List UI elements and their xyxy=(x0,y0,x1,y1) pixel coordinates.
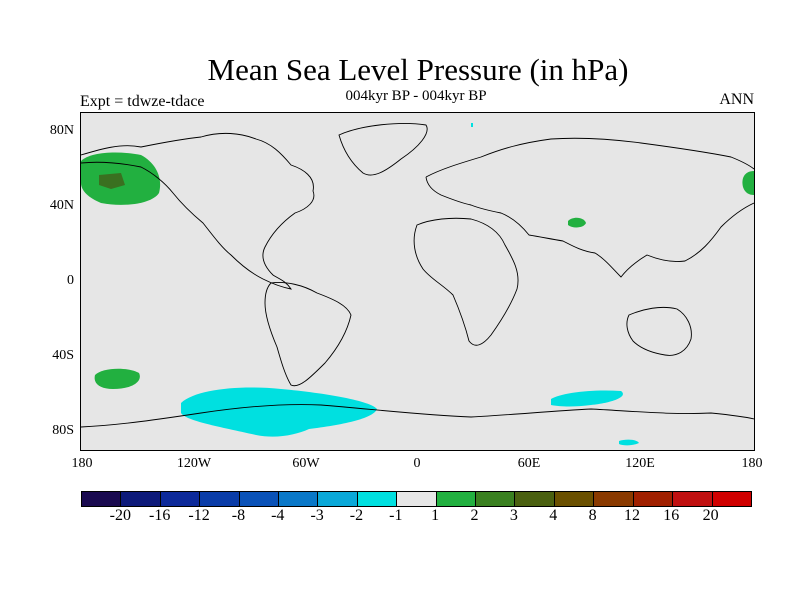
anomaly-south-pacific xyxy=(94,368,140,389)
coast-europe-asia xyxy=(425,137,754,278)
anomaly-patches xyxy=(81,123,754,446)
colorbar-label: 3 xyxy=(509,507,518,524)
coast-north-america xyxy=(81,132,315,290)
lat-tick-40n: 40N xyxy=(49,198,74,213)
colorbar-label: 1 xyxy=(431,507,440,524)
anomaly-southern-ocean-west xyxy=(181,387,377,437)
colorbar-label: 2 xyxy=(470,507,479,524)
colorbar-cell xyxy=(121,492,161,506)
colorbar-label: -1 xyxy=(389,507,403,524)
anomaly-east-siberia xyxy=(742,171,754,195)
colorbar-cell xyxy=(673,492,713,506)
colorbar-cell xyxy=(594,492,634,506)
colorbar-cell xyxy=(239,492,280,506)
lat-tick-80n: 80N xyxy=(49,123,74,138)
colorbar-label: -2 xyxy=(349,507,364,524)
colorbar-cell xyxy=(633,492,674,506)
anomaly-southern-ocean-east xyxy=(551,390,623,407)
colorbar-cell xyxy=(357,492,398,506)
coast-africa xyxy=(413,217,519,346)
colorbar-cell xyxy=(436,492,477,506)
colorbar-label: -20 xyxy=(109,507,131,524)
season-label: ANN xyxy=(719,91,754,108)
colorbar-cell xyxy=(397,492,437,506)
lon-tick-60e: 60E xyxy=(517,456,541,471)
anomaly-arctic-dot xyxy=(471,123,473,127)
colorbar-label: -4 xyxy=(271,507,285,524)
colorbar-label: 16 xyxy=(663,507,680,524)
colorbar-label: 12 xyxy=(623,507,640,524)
lat-tick-40s: 40S xyxy=(52,348,74,363)
colorbar-label: -16 xyxy=(149,507,171,524)
lon-tick-180w: 180 xyxy=(71,456,93,471)
colorbar-label: -8 xyxy=(231,507,246,524)
colorbar-label: 20 xyxy=(702,507,719,524)
colorbar-cell xyxy=(476,492,516,506)
lon-tick-180e: 180 xyxy=(741,456,763,471)
colorbar-label: 8 xyxy=(588,507,597,524)
anomaly-antarctic-small xyxy=(619,439,639,446)
period-subtitle: 004kyr BP - 004kyr BP xyxy=(345,88,487,104)
colorbar-label: -12 xyxy=(188,507,210,524)
colorbar-label: -3 xyxy=(310,507,324,524)
experiment-label: Expt = tdwze-tdace xyxy=(80,93,205,110)
coast-antarctica xyxy=(81,404,754,428)
lon-tick-0: 0 xyxy=(413,456,421,471)
colorbar-cell xyxy=(200,492,240,506)
map-title: Mean Sea Level Pressure (in hPa) xyxy=(207,52,629,87)
lon-tick-120w: 120W xyxy=(176,456,212,471)
colorbar-cell xyxy=(160,492,201,506)
colorbar xyxy=(81,491,752,507)
map-canvas xyxy=(81,123,754,446)
lon-tick-120e: 120E xyxy=(625,456,655,471)
coast-australia xyxy=(626,306,692,356)
world-map xyxy=(80,112,755,451)
coastlines xyxy=(81,123,754,428)
anomaly-north-pacific-core xyxy=(99,173,125,189)
colorbar-cell xyxy=(82,492,122,506)
colorbar-cell xyxy=(554,492,595,506)
coast-south-america xyxy=(264,282,352,387)
colorbar-cell xyxy=(279,492,319,506)
lat-tick-0: 0 xyxy=(67,273,74,288)
colorbar-labels: -20 -16 -12 -8 -4 -3 -2 -1 1 2 3 4 8 12 16 20 xyxy=(81,507,750,527)
colorbar-cell xyxy=(712,492,751,506)
colorbar-cell xyxy=(515,492,555,506)
colorbar-cell xyxy=(318,492,358,506)
lat-tick-80s: 80S xyxy=(52,423,74,438)
lon-tick-60w: 60W xyxy=(292,456,320,471)
coast-greenland xyxy=(338,123,428,176)
anomaly-tibet xyxy=(568,217,586,228)
colorbar-label: 4 xyxy=(549,507,558,524)
